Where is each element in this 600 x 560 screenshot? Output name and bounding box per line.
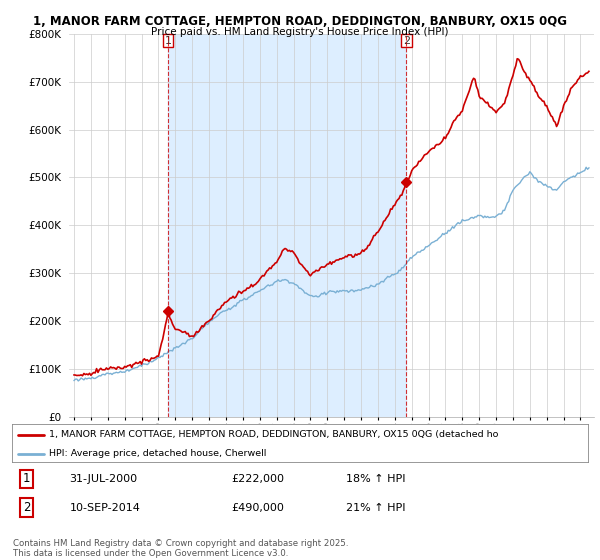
Text: Contains HM Land Registry data © Crown copyright and database right 2025.
This d: Contains HM Land Registry data © Crown c… (13, 539, 349, 558)
Text: 31-JUL-2000: 31-JUL-2000 (70, 474, 138, 484)
Bar (168, 34, 406, 417)
Text: 2: 2 (403, 35, 410, 45)
Text: HPI: Average price, detached house, Cherwell: HPI: Average price, detached house, Cher… (49, 449, 267, 458)
Text: 21% ↑ HPI: 21% ↑ HPI (346, 503, 406, 513)
Text: 18% ↑ HPI: 18% ↑ HPI (346, 474, 406, 484)
Text: 1, MANOR FARM COTTAGE, HEMPTON ROAD, DEDDINGTON, BANBURY, OX15 0QG: 1, MANOR FARM COTTAGE, HEMPTON ROAD, DED… (33, 15, 567, 28)
Text: 1, MANOR FARM COTTAGE, HEMPTON ROAD, DEDDINGTON, BANBURY, OX15 0QG (detached ho: 1, MANOR FARM COTTAGE, HEMPTON ROAD, DED… (49, 430, 499, 439)
Text: 10-SEP-2014: 10-SEP-2014 (70, 503, 140, 513)
Text: 2: 2 (23, 501, 30, 515)
Text: Price paid vs. HM Land Registry's House Price Index (HPI): Price paid vs. HM Land Registry's House … (151, 27, 449, 37)
Text: 1: 1 (165, 35, 172, 45)
Text: £490,000: £490,000 (231, 503, 284, 513)
Text: 1: 1 (23, 473, 30, 486)
Text: £222,000: £222,000 (231, 474, 284, 484)
